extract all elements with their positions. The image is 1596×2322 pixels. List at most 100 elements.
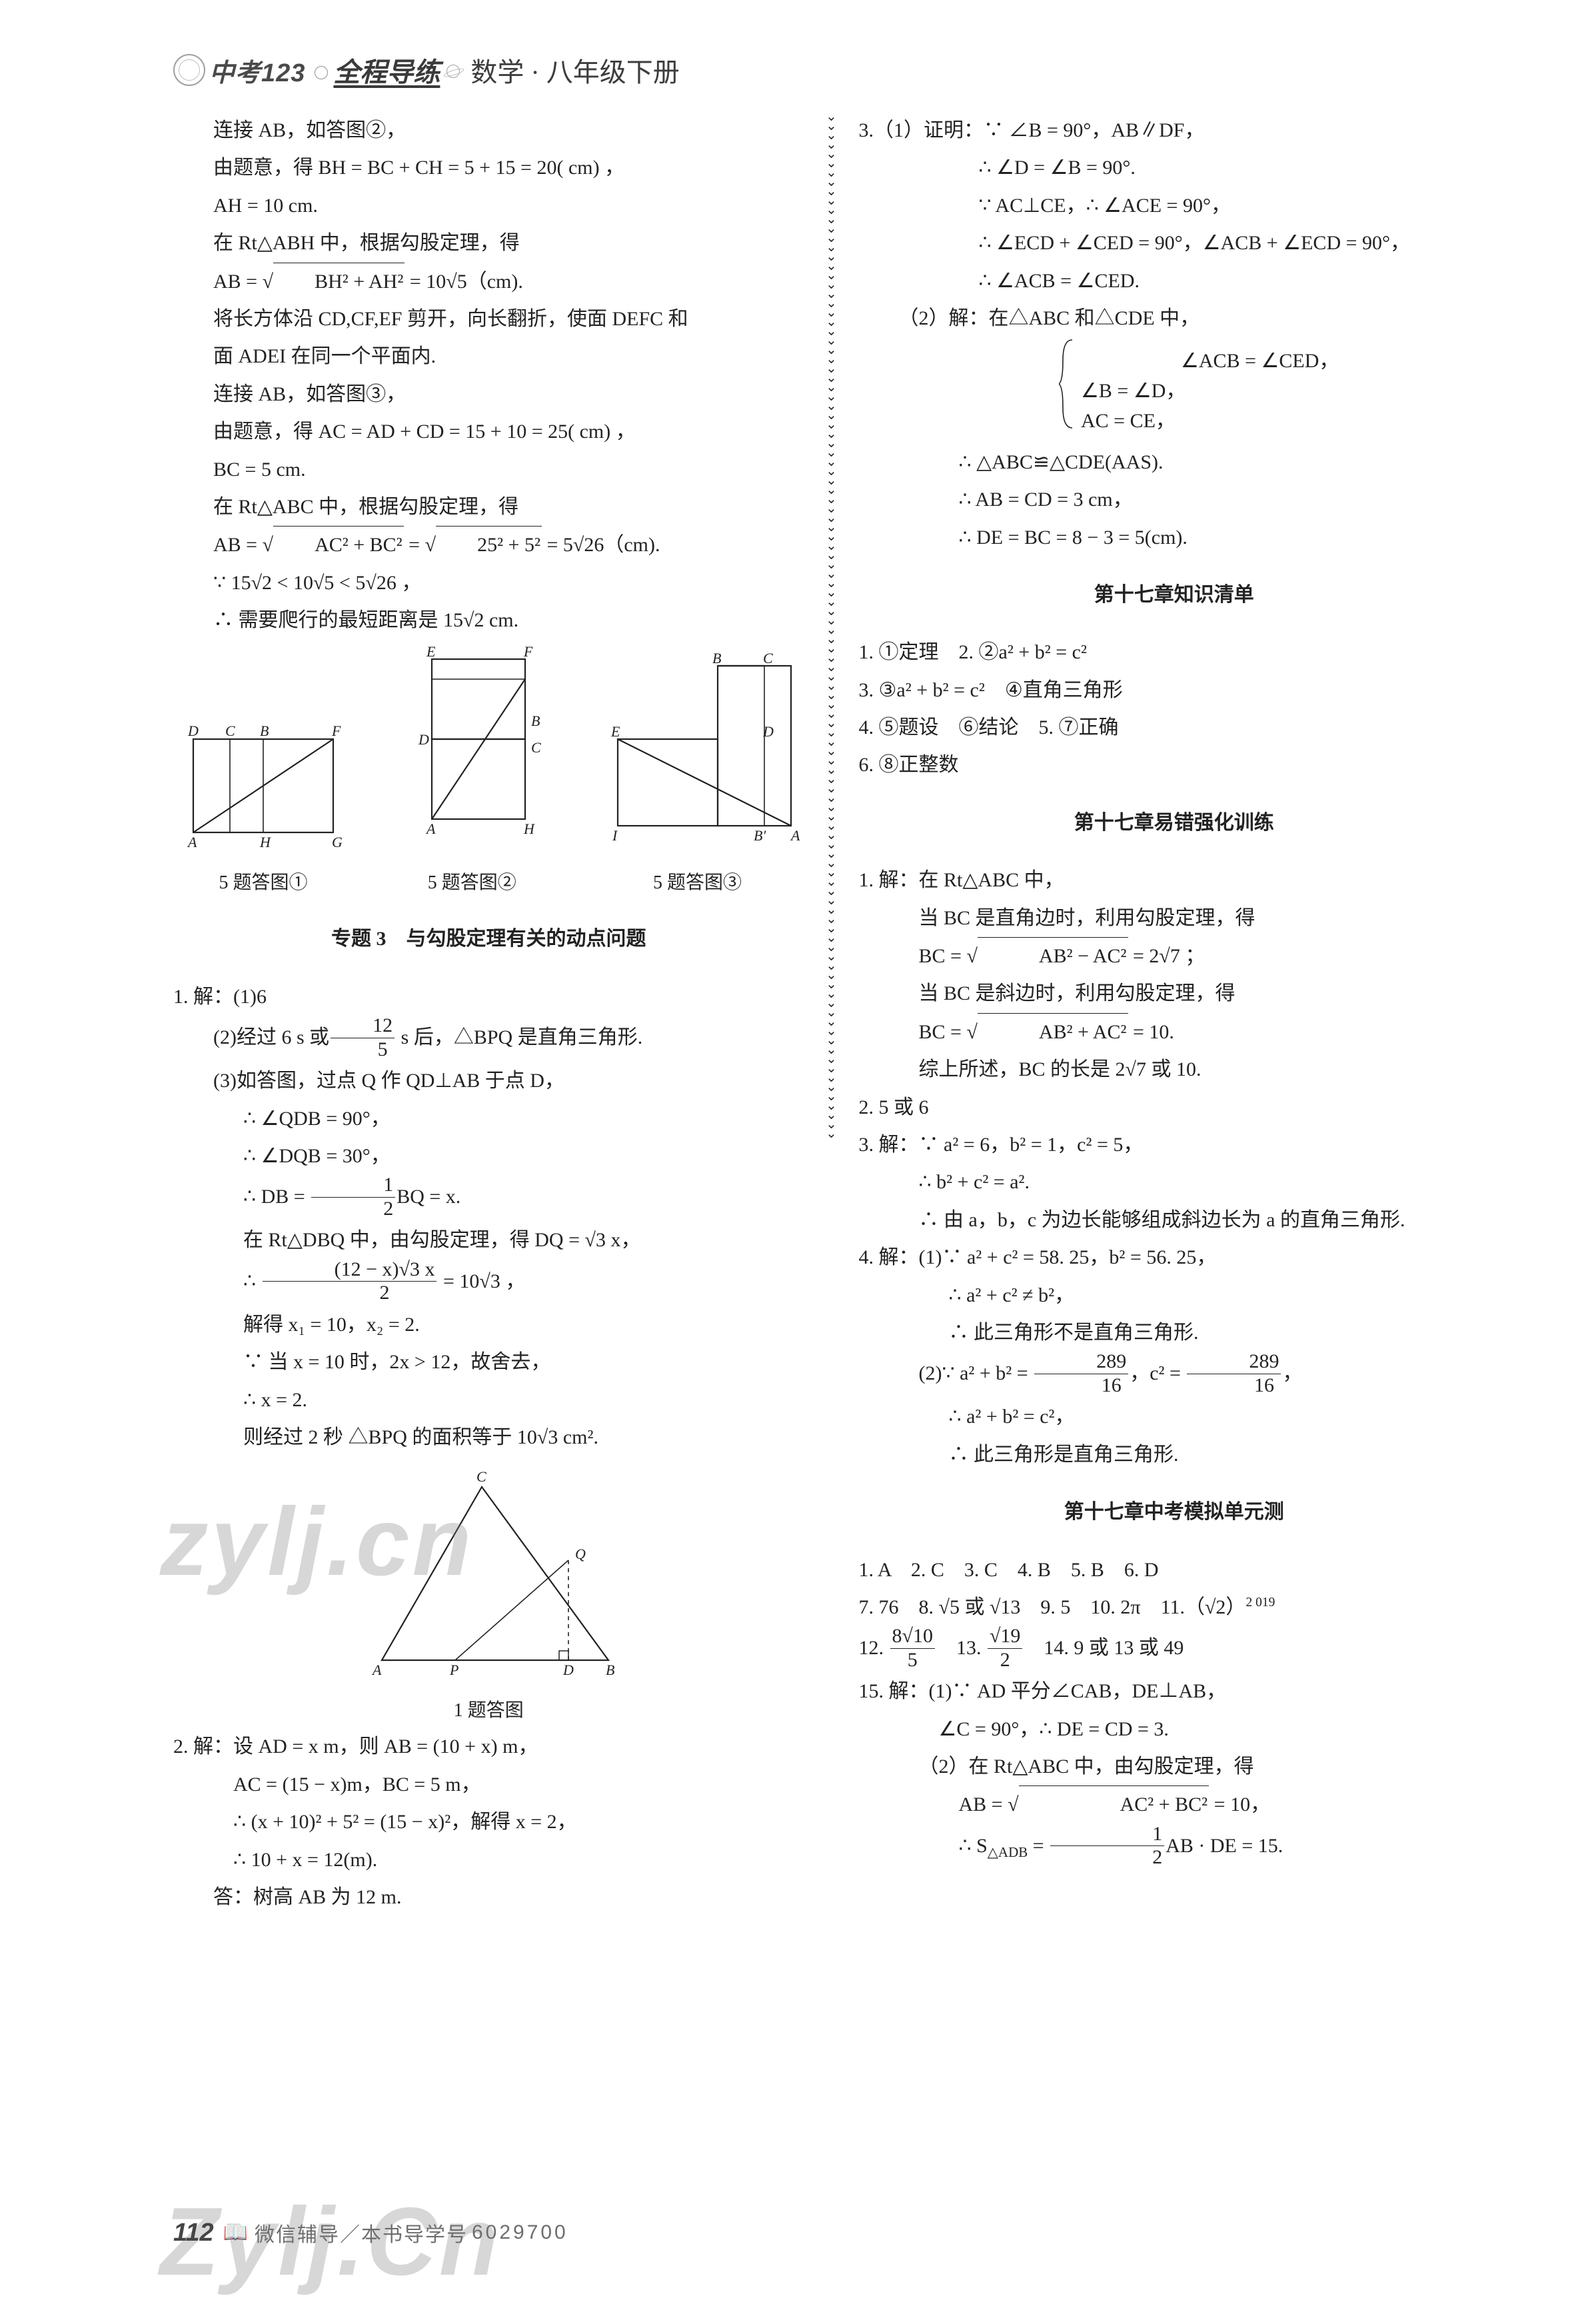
text-line: ∴ ∠QDB = 90°， — [173, 1100, 804, 1138]
svg-text:D: D — [762, 723, 774, 740]
footer-lead: 微信辅导／本书导学号 — [255, 2218, 468, 2247]
brand-label: 中考123 — [209, 52, 305, 89]
fraction: 125 — [331, 1014, 395, 1061]
text-line: AH = 10 cm. — [173, 187, 804, 225]
text: ∴ — [243, 1270, 261, 1292]
svg-text:B: B — [606, 1662, 614, 1678]
svg-text:F: F — [331, 722, 341, 739]
text-line: （2）解：在△ABC 和△CDE 中， — [859, 300, 1490, 337]
text-line: ∴ (12 − x)√3 x2 = 10√3 ， — [173, 1260, 804, 1306]
text: = √ — [404, 534, 436, 556]
column-right: 3.（1）证明：∵ ∠B = 90°，AB∥DF， ∴ ∠D = ∠B = 90… — [832, 112, 1490, 1916]
planet-icon — [446, 65, 460, 78]
text-line: 12. 8√105 13. √192 14. 9 或 13 或 49 — [859, 1626, 1490, 1673]
denom: 16 — [1034, 1374, 1128, 1398]
text-line: (2)∵ a² + b² = 28916，c² = 28916， — [859, 1352, 1490, 1398]
text-line: ∴ (x + 10)² + 5² = (15 − x)²，解得 x = 2， — [173, 1803, 804, 1841]
text-line: BC = √AB² − AC² = 2√7 ； — [859, 937, 1490, 975]
svg-text:C: C — [476, 1468, 486, 1485]
triangle-diagram-icon: A P D B C Q — [342, 1460, 635, 1680]
text: ，c² = — [1130, 1362, 1186, 1384]
svg-text:E: E — [610, 723, 620, 740]
guide-number: 6029700 — [472, 2221, 568, 2244]
text-line: 面 ADEI 在同一个平面内. — [173, 338, 804, 375]
diagram-caption: 5 题答图③ — [591, 866, 804, 901]
page-number: 112 — [173, 2219, 214, 2247]
text-line: (2)经过 6 s 或125 s 后，△BPQ 是直角三角形. — [173, 1016, 804, 1062]
section-heading: 第十七章知识清单 — [859, 577, 1490, 614]
svg-text:D: D — [562, 1662, 574, 1678]
page-header: 中考123 全程导练 数学 · 八年级下册 — [173, 47, 1489, 93]
svg-text:C: C — [531, 739, 541, 756]
text-line: ∴ ∠D = ∠B = 90°. — [859, 149, 1490, 187]
radical: 25² + 5² — [436, 526, 542, 564]
denom: 5 — [890, 1649, 935, 1672]
text-line: 1. 解：(1)6 — [173, 978, 804, 1016]
svg-text:B′: B′ — [754, 827, 766, 844]
numer: 1 — [1050, 1823, 1164, 1847]
text-line: 在 Rt△ABC 中，根据勾股定理，得 — [173, 489, 804, 526]
text-line: ∴ S△ADB = 12AB · DE = 15. — [859, 1824, 1490, 1871]
geometry-diagram-icon: E F B D C A H — [392, 646, 552, 852]
text-line: ∴ DE = BC = 8 − 3 = 5(cm). — [859, 519, 1490, 557]
text: AB = √ — [959, 1793, 1019, 1815]
text-line: AB = √AC² + BC² = 10， — [859, 1785, 1490, 1823]
text: 7. 76 8. √5 或 √13 9. 5 10. 2π 11.（√2） — [859, 1596, 1246, 1618]
fraction: 28916 — [1187, 1350, 1281, 1397]
denom: 2 — [263, 1282, 437, 1305]
numer: 8√10 — [890, 1625, 935, 1649]
text-line: 7. 76 8. √5 或 √13 9. 5 10. 2π 11.（√2）2 0… — [859, 1589, 1490, 1626]
svg-text:A: A — [790, 827, 800, 844]
section-heading: 第十七章易错强化训练 — [859, 804, 1490, 842]
text-line: ∴ 此三角形是直角三角形. — [859, 1436, 1490, 1474]
text-line: 在 Rt△DBQ 中，由勾股定理，得 DQ = √3 x， — [173, 1222, 804, 1259]
text-line: ∴ DB = 12BQ = x. — [173, 1175, 804, 1222]
text-line: 连接 AB，如答图③， — [173, 376, 804, 413]
text: ∠ACB = ∠CED， — [1181, 350, 1339, 372]
text-line: 综上所述，BC 的长是 2√7 或 10. — [859, 1051, 1490, 1088]
svg-text:A: A — [187, 834, 197, 850]
book-icon: 📖 — [223, 2221, 248, 2245]
text-line: 当 BC 是直角边时，利用勾股定理，得 — [859, 900, 1490, 937]
text-line: 6. ⑧正整数 — [859, 746, 1490, 784]
fraction: 8√105 — [890, 1625, 935, 1672]
text-line: 3. ③a² + b² = c² ④直角三角形 — [859, 672, 1490, 709]
svg-text:B: B — [260, 722, 269, 739]
svg-text:I: I — [612, 827, 618, 844]
exponent: 2 019 — [1245, 1596, 1275, 1610]
text-line: 3. 解：∵ a² = 6，b² = 1，c² = 5， — [859, 1126, 1490, 1164]
page-footer: 112 📖 微信辅导／本书导学号 6029700 — [173, 2218, 1486, 2247]
text: = 10， — [1209, 1793, 1270, 1815]
numer: 12 — [331, 1014, 395, 1038]
text-line: ∴ a² + c² ≠ b²， — [859, 1277, 1490, 1314]
radical: AC² + BC² — [1019, 1785, 1209, 1823]
text-line: AB = √BH² + AH² = 10√5（cm). — [173, 263, 804, 301]
text-line: ∴ ∠DQB = 30°， — [173, 1138, 804, 1175]
text-line: 在 Rt△ABH 中，根据勾股定理，得 — [173, 225, 804, 262]
text-line: 由题意，得 BH = BC + CH = 5 + 15 = 20( cm) ， — [173, 149, 804, 187]
text-line: 连接 AB，如答图②， — [173, 112, 804, 149]
text-line: 将长方体沿 CD,CF,EF 剪开，向长翻折，使面 DEFC 和 — [173, 301, 804, 338]
text-line: ∠C = 90°，∴ DE = CD = 3. — [859, 1711, 1490, 1748]
svg-text:E: E — [426, 646, 436, 660]
content-columns: 连接 AB，如答图②， 由题意，得 BH = BC + CH = 5 + 15 … — [173, 112, 1489, 1916]
text: s 后，△BPQ 是直角三角形. — [396, 1026, 642, 1048]
geometry-diagram-icon: B C E D I B′ A — [591, 646, 804, 852]
diagram-row: D C B F A H G 5 题答图① — [173, 646, 804, 900]
text: ∴ DB = — [243, 1186, 310, 1208]
brace-system: ∠ACB = ∠CED， ∠B = ∠D， AC = CE， — [859, 337, 1490, 443]
svg-text:H: H — [523, 820, 535, 837]
text: AB = √ — [213, 534, 273, 556]
text: AB · DE = 15. — [1166, 1835, 1283, 1857]
text-line: ∵ 当 x = 10 时，2x > 12，故舍去， — [173, 1344, 804, 1381]
page-root: 中考123 全程导练 数学 · 八年级下册 连接 AB，如答图②， 由题意，得 … — [0, 0, 1596, 2322]
text-line: (3)如答图，过点 Q 作 QD⊥AB 于点 D， — [173, 1062, 804, 1100]
text-line: ∴ b² + c² = a². — [859, 1164, 1490, 1201]
text-line: ∴ △ABC≌△CDE(AAS). — [859, 444, 1490, 481]
text-line: 4. 解：(1)∵ a² + c² = 58. 25，b² = 56. 25， — [859, 1239, 1490, 1276]
text-line: 答：树高 AB 为 12 m. — [173, 1879, 804, 1916]
text: ∠B = ∠D， — [1081, 380, 1186, 402]
text: AB = √ — [213, 271, 273, 293]
series-label: 全程导练 — [333, 51, 440, 89]
denom: 2 — [1050, 1846, 1164, 1869]
